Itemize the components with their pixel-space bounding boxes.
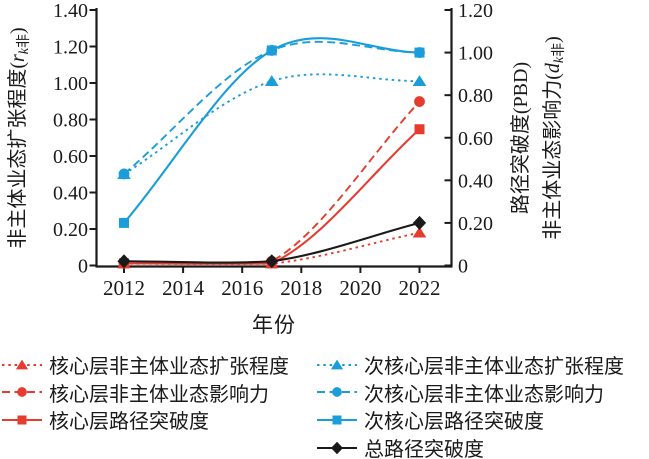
marker-subcore-pbd [266,45,277,56]
legend-item-core-expansion: 核心层非主体业态扩张程度 [2,351,289,379]
legend-item-subcore-pbd: 次核心层路径突破度 [317,406,624,434]
legend-label: 次核心层路径突破度 [364,411,544,434]
legend-marker-subcore-pbd [332,415,342,425]
series-line-subcore-expansion [123,73,420,176]
legend-column-core: 核心层非主体业态扩张程度 核心层非主体业态影响力 核心层路径突破度 [2,351,289,434]
series-line-core-influence [123,100,421,265]
marker-subcore-pbd [119,217,129,228]
legend-symbol-triangle-icon [2,359,42,370]
y-axis-title-right-influence: 非主体业态影响力(dk非) [541,36,567,240]
left-tick-label: 0 [78,256,88,278]
marker-total-pbd [265,254,279,269]
left-tick-label: 1.20 [53,37,88,59]
series-line-subcore-pbd [123,37,420,224]
x-axis-title: 年份 [252,313,296,337]
marker-core-influence [414,96,425,107]
marker-total-pbd [117,254,131,269]
series-markers-subcore-influence [118,45,425,180]
marker-core-expansion [412,226,427,238]
series-markers-core-pbd [119,124,425,269]
legend-marker-subcore-expansion [330,359,344,370]
legend-symbol-circle-icon [2,387,42,398]
legend-symbol-circle-icon [317,387,357,398]
series-markers-subcore-expansion [117,75,427,180]
legend-label: 次核心层非主体业态影响力 [364,383,604,406]
x-tick-label: 2014 [162,276,205,300]
marker-subcore-pbd [414,47,425,58]
y-axis-title-left: 非主体业态扩张程度(rk非) [6,27,32,248]
left-tick-label: 0.40 [53,183,88,205]
right-tick-label: 0 [458,256,468,278]
legend-column-subcore: 次核心层非主体业态扩张程度 次核心层非主体业态影响力 次核心层路径突破度 总路径突破度 [317,351,624,459]
marker-total-pbd [412,215,427,230]
left-tick-label: 1.40 [53,0,88,22]
right-tick-label: 1.00 [458,43,493,65]
x-tick-label: 2022 [399,276,441,300]
left-tick-label: 1.00 [53,73,88,95]
right-tick-label: 1.20 [458,0,493,22]
left-tick-label: 0.20 [53,219,88,241]
left-tick-label: 0.80 [53,110,88,132]
legend-symbol-square-icon [317,415,357,425]
legend-item-core-pbd: 核心层路径突破度 [2,406,289,434]
marker-subcore-expansion [412,75,427,86]
right-tick-label: 0.60 [458,128,493,150]
x-tick-label: 2018 [280,276,322,300]
right-tick-label: 0.40 [458,170,493,192]
marker-core-pbd [414,124,425,135]
legend-label: 总路径突破度 [364,439,484,459]
legend-item-core-influence: 核心层非主体业态影响力 [2,379,289,407]
legend-marker-core-influence [17,387,27,398]
legend-marker-core-pbd [17,415,27,425]
legend-label: 核心层路径突破度 [49,411,209,434]
legend-item-total-pbd: 总路径突破度 [317,434,624,459]
legend-marker-subcore-influence [332,387,342,398]
legend-symbol-triangle-icon [317,359,357,370]
x-tick-label: 2020 [339,276,381,300]
legend-marker-total-pbd [331,441,343,454]
x-tick-label: 2012 [103,276,145,300]
legend-symbol-diamond-icon [317,441,357,454]
marker-subcore-influence [118,168,130,180]
legend-label: 核心层非主体业态扩张程度 [49,356,289,379]
chart-canvas: 0 0.20 0.40 0.60 0.80 1.00 1.20 1.40 0 0.20 0.40 0.… [6,0,567,300]
legend-item-subcore-expansion: 次核心层非主体业态扩张程度 [317,351,624,379]
legend-symbol-square-icon [2,415,42,425]
series-line-subcore-influence [123,40,420,175]
legend-label: 次核心层非主体业态扩张程度 [364,356,624,379]
left-tick-label: 0.60 [53,146,88,168]
series-markers-core-influence [118,96,425,269]
right-tick-label: 0.20 [458,213,493,235]
x-tick-label: 2016 [221,276,263,300]
marker-subcore-expansion [264,75,279,86]
series-markers-subcore-pbd [119,45,425,228]
series-markers-total-pbd [117,215,427,269]
y-axis-title-right-pbd: 路径突破度(PBD) [509,62,532,214]
right-tick-label: 0.80 [458,85,493,107]
legend-marker-core-expansion [15,359,29,370]
legend-item-subcore-influence: 次核心层非主体业态影响力 [317,379,624,407]
legend-label: 核心层非主体业态影响力 [49,383,269,406]
